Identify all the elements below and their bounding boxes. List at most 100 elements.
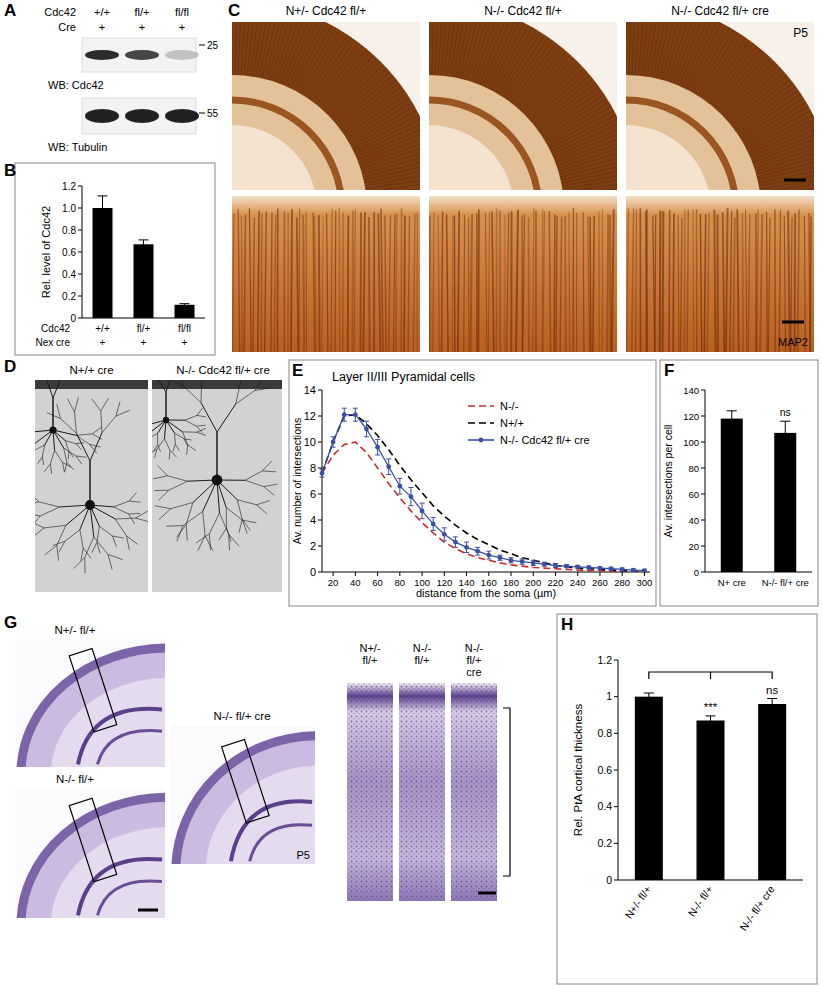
genotype: fl/fl [175,6,189,18]
radial-fiber [253,22,265,77]
dendrite [242,520,256,523]
dendrite [158,490,168,500]
size-marker: 55 [207,108,219,119]
dendrite [67,399,74,412]
dendrite [44,525,66,528]
dendrite-bundle [654,215,656,352]
radial-fiber [717,55,768,110]
series-marker [453,540,458,545]
dendrite [61,419,77,434]
dendrite-bundle [468,218,470,352]
dendrite [112,536,123,538]
map2-overview-image [626,22,814,190]
y-tick-label: 0 [694,567,699,578]
error-bar [180,304,190,306]
dendrite [182,431,196,432]
y-tick [318,494,322,495]
x-tick [422,572,423,576]
dendrite-bundle [368,217,371,352]
series-marker [331,440,336,445]
y-tick [701,442,705,443]
y-tick-label: 1.2 [62,181,76,192]
dendrite [201,402,217,432]
x-tick [333,572,334,576]
region-box [222,739,270,823]
radial-fiber [496,27,533,92]
dendrite [90,433,102,461]
series-marker [464,545,469,550]
y-tick [78,274,82,275]
radial-fiber [693,27,730,92]
image-background [232,196,420,352]
hippocampus [231,801,312,861]
dendrite [92,542,97,552]
dendrite-bundle [680,218,682,352]
bar-chart: 020406080100120140nsAv. intersections pe… [662,385,812,588]
panel-letter: F [664,361,674,380]
dendrite-bundle [760,214,762,352]
dendrite [183,511,203,525]
bars [635,693,786,880]
dendrite-bundle [400,208,402,352]
dendrite [157,439,165,450]
radial-fiber [301,30,339,94]
age-label: P5 [793,26,808,40]
x-tick-label: fl/fl [178,323,191,334]
error-bar [353,408,358,421]
y-tick-label: 0 [310,566,316,578]
x-tick [511,572,512,576]
y-axis-label: Rel. PtA cortical thickness [572,704,584,837]
radial-fiber [346,98,410,138]
dendrite-bundle [458,211,459,352]
radial-fiber [438,22,443,75]
dendrite [169,450,171,459]
radial-fiber [632,22,635,75]
x-tick [577,572,578,576]
radial-fiber [238,22,241,75]
strip-label: N+/- [359,642,380,654]
dendrite [185,415,197,420]
radial-fiber [476,22,502,84]
y-tick-label: 2 [310,540,316,552]
dendrite [264,487,275,496]
y-tick-label: 10 [304,436,316,448]
radial-fiber [559,154,617,174]
dendrite [197,428,206,432]
dendrite-bundle [413,214,415,352]
panel-frame [289,360,656,606]
error-bar [331,437,336,447]
dendrite-bundle [700,214,701,352]
section-label: N-/- fl/+ cre [213,710,270,722]
dendrite [175,444,179,451]
dendrite-bundle [297,217,298,352]
dendrite [264,484,278,486]
dendrite [92,399,101,411]
inner-region [232,125,317,190]
hemisphere [21,797,165,918]
row-title: Cdc42 [44,6,76,18]
radial-fiber [668,22,691,82]
dendrite [76,434,92,435]
dendrite-bundle [766,212,768,352]
x-tick-label: 280 [614,577,630,588]
radial-fiber [362,154,420,174]
scale-bar [138,909,158,912]
error-bar [706,716,716,725]
y-tick-label: 12 [304,410,316,422]
category-row-title: Nex cre [36,337,71,348]
y-tick-label: 0.4 [62,269,76,280]
dendrite-bundle [373,212,375,352]
y-tick [614,733,618,734]
radial-fiber [551,119,617,152]
y-tick-label: 80 [688,463,699,474]
dendrite [235,380,241,381]
dendrite-bundle [560,217,562,352]
dendrite [136,518,148,522]
radial-fiber [713,49,761,107]
white-matter [51,827,165,918]
series-marker [531,561,536,566]
radial-fiber [635,22,640,75]
radial-fiber [629,22,631,75]
dendrite [35,442,36,444]
panel-letter: H [561,615,573,634]
